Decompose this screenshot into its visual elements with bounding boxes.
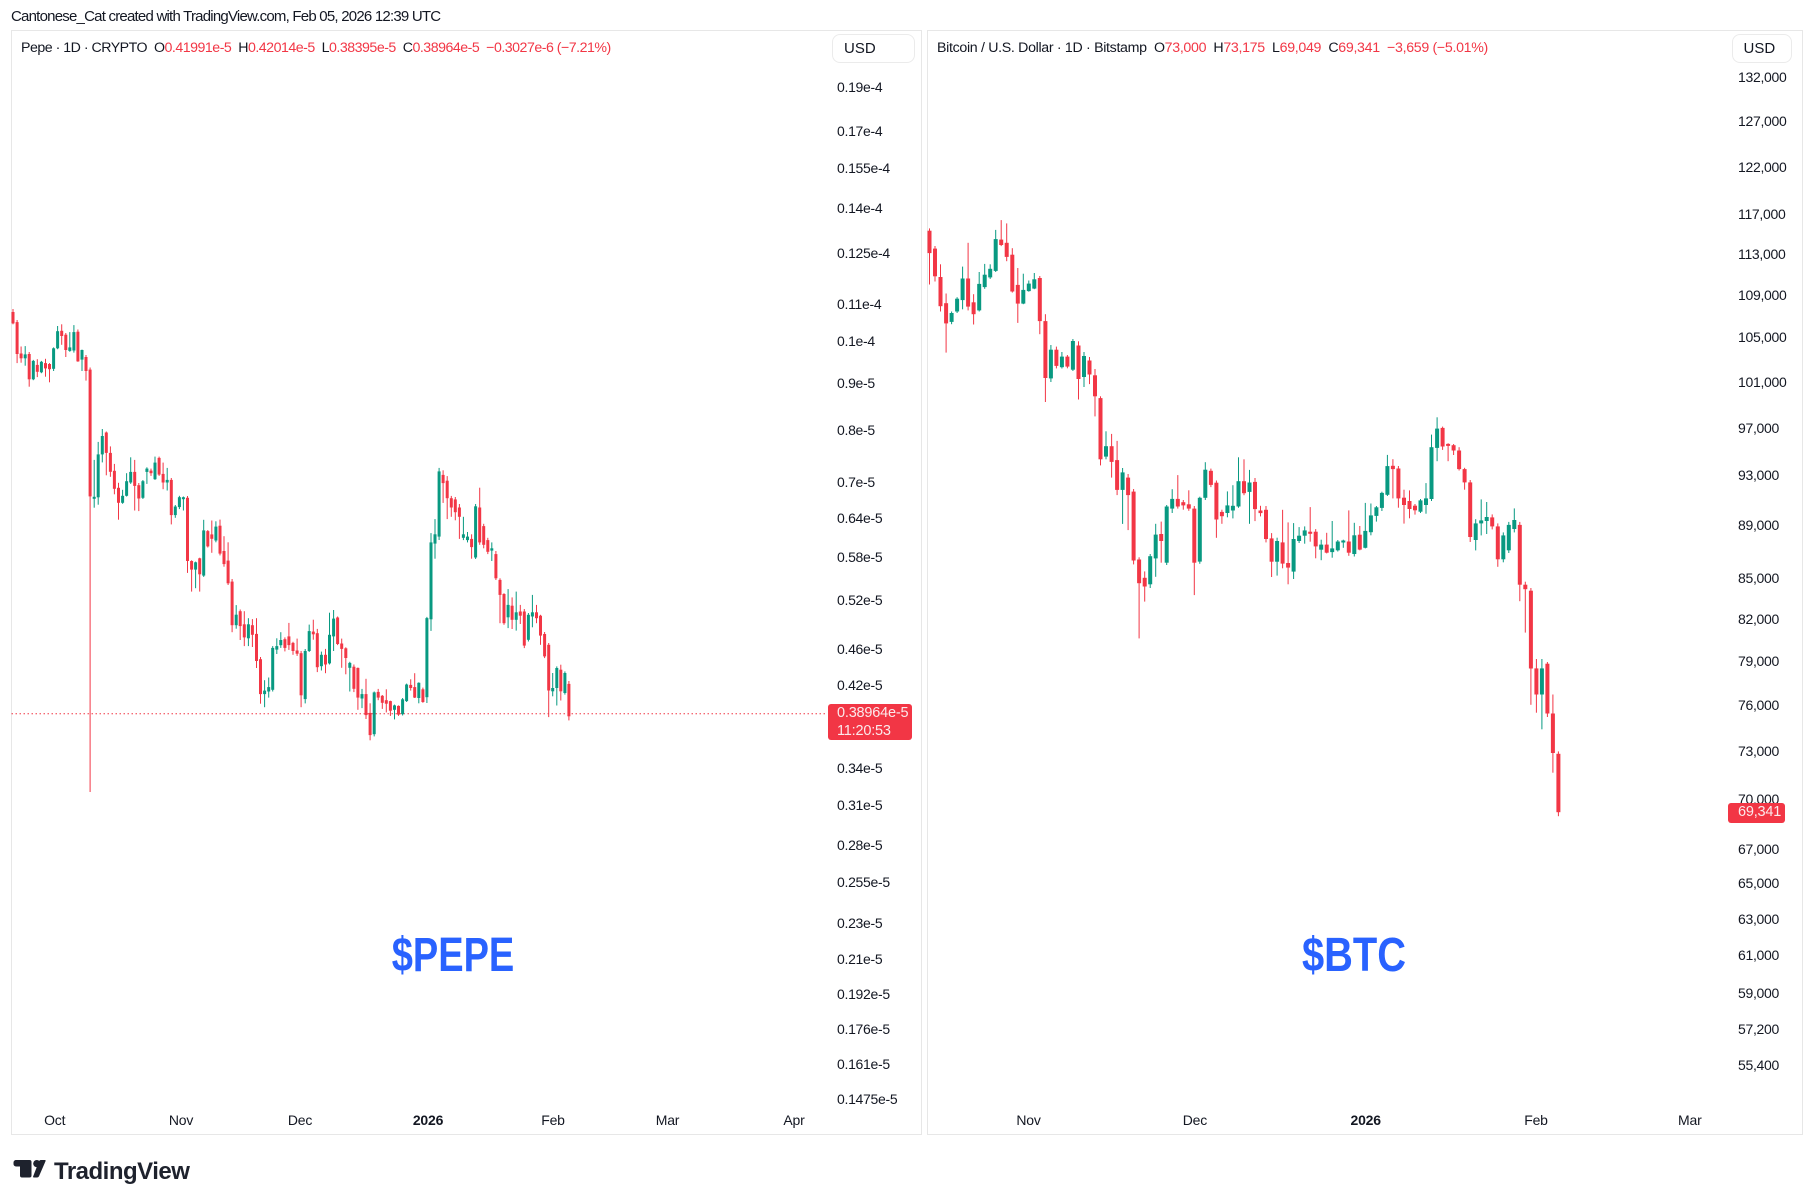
svg-text:TradingView: TradingView (54, 1160, 190, 1185)
